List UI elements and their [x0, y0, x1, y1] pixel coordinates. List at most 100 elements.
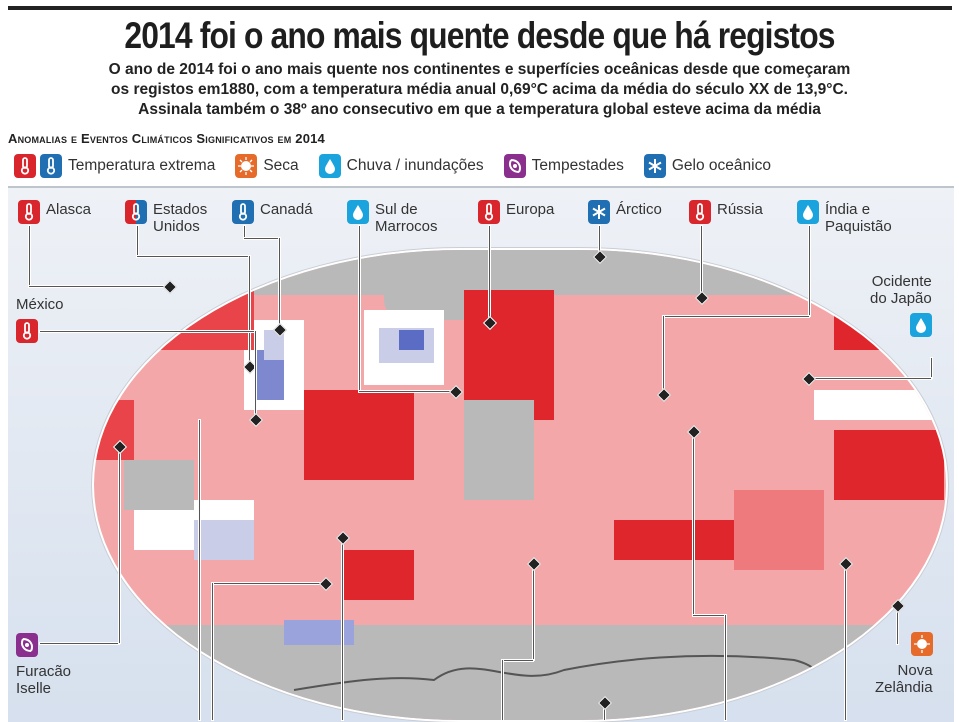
- callout-russia[interactable]: Rússia: [689, 200, 763, 224]
- leader-line-canada-h: [244, 238, 279, 239]
- callout-india-paquistao[interactable]: Índia e Paquistão: [797, 200, 892, 235]
- legend-label: Chuva / inundações: [346, 157, 484, 174]
- leader-line-marrocos-h: [359, 391, 455, 392]
- leader-line-eua-h: [137, 256, 249, 257]
- leader-line-south-africa: [533, 563, 534, 660]
- leader-line-mexico-v: [255, 331, 256, 419]
- leader-line-canada-v: [279, 238, 280, 328]
- leader-line-alasca-h: [29, 286, 169, 287]
- leader-line-marrocos: [359, 226, 360, 391]
- leader-line-argentina-v: [212, 583, 213, 720]
- callout-label: Paquistão: [825, 218, 892, 235]
- snowflake-icon: [643, 154, 666, 178]
- leader-line-iselle-v: [119, 445, 120, 643]
- callout-artico[interactable]: Árctico: [588, 200, 662, 224]
- leader-line-south-africa-v: [502, 660, 503, 720]
- leader-line-eua: [137, 226, 138, 256]
- leader-line-antarctica: [604, 702, 605, 720]
- leader-line-japao-h: [808, 378, 931, 379]
- antarctic-no-data: [94, 625, 946, 720]
- callout-label: Rússia: [717, 201, 763, 218]
- antarctica-outline: [293, 654, 819, 696]
- leader-line-artico: [599, 226, 600, 256]
- pacific-cool: [194, 520, 254, 560]
- legend-item-temperature: Temperatura extrema: [14, 154, 215, 178]
- legend-label: Tempestades: [531, 157, 624, 174]
- legend-label: Temperatura extrema: [68, 157, 216, 174]
- callout-label: Europa: [506, 201, 555, 218]
- callout-canada[interactable]: Canadá: [232, 200, 313, 224]
- callout-estados-unidos[interactable]: Estados Unidos: [125, 200, 207, 235]
- subtitle: O ano de 2014 foi o ano mais quente nos …: [0, 60, 959, 120]
- thermometer-icon: [16, 319, 38, 343]
- page-title: 2014 foi o ano mais quente desde que há …: [124, 15, 835, 56]
- callout-label: Árctico: [616, 201, 662, 218]
- leader-line-south-africa-h: [502, 660, 533, 661]
- europe-strong-warm: [464, 290, 554, 420]
- thermometer-cold-icon: [232, 200, 254, 224]
- africa-no-data: [464, 400, 534, 500]
- leader-line-mexico: [40, 331, 255, 332]
- leader-line-canada: [244, 226, 245, 238]
- na-cool: [264, 330, 284, 360]
- australia-warm: [734, 490, 824, 570]
- leader-line-japao: [931, 358, 932, 378]
- leader-line-bangladesh: [693, 430, 694, 615]
- thermometer-icon: [14, 154, 36, 178]
- alaska-warm: [154, 290, 254, 350]
- sun-drought-icon: [235, 154, 258, 178]
- raindrop-icon: [318, 154, 341, 178]
- callout-label: Ocidente: [871, 273, 932, 290]
- leader-line-india-v: [663, 316, 664, 394]
- callout-label: do Japão: [870, 290, 932, 307]
- top-rule: [8, 6, 952, 10]
- callout-label: Marrocos: [375, 218, 438, 235]
- callout-label: Unidos: [153, 218, 200, 235]
- leader-line-bangladesh-h: [693, 615, 725, 616]
- leader-line-eua-v: [249, 256, 250, 366]
- leader-line-europa: [489, 226, 490, 321]
- legend-item-drought: Seca: [235, 154, 299, 178]
- leader-line-russia: [701, 226, 702, 296]
- callout-nova-zelandia[interactable]: Nova Zelândia: [875, 632, 933, 696]
- subtitle-line-1: O ano de 2014 foi o ano mais quente nos …: [108, 61, 851, 78]
- hurricane-icon: [503, 154, 526, 178]
- leader-line-bottom-2: [342, 536, 343, 720]
- callout-sul-de-marrocos[interactable]: Sul de Marrocos: [347, 200, 438, 235]
- japan-neutral: [814, 390, 944, 420]
- callout-alasca[interactable]: Alasca: [18, 200, 91, 224]
- legend-label: Gelo oceânico: [671, 157, 771, 174]
- world-temperature-anomaly-map: [92, 248, 948, 722]
- callout-label: Alasca: [46, 201, 92, 218]
- legend-item-sea-ice: Gelo oceânico: [643, 154, 771, 178]
- atlantic-strong-warm: [304, 390, 414, 480]
- thermometer-icon: [689, 200, 711, 224]
- leader-line-bangladesh-v: [725, 615, 726, 720]
- callout-label: Zelândia: [875, 679, 933, 696]
- south-atlantic-warm: [344, 550, 414, 600]
- leader-line-alasca: [29, 226, 30, 286]
- legend-section-label: Anomalias e Eventos Climáticos Significa…: [8, 131, 325, 146]
- leader-line-australia: [845, 563, 846, 720]
- leader-line-iselle: [40, 643, 119, 644]
- callout-europa[interactable]: Europa: [478, 200, 554, 224]
- callout-label: Índia e: [825, 201, 871, 218]
- callout-label: Iselle: [16, 680, 52, 697]
- thermometer-mixed-icon: [125, 200, 147, 224]
- arctic-no-data: [94, 250, 946, 295]
- callout-furacao-iselle[interactable]: Furacão Iselle: [16, 633, 71, 697]
- legend-item-rain: Chuva / inundações: [318, 154, 484, 178]
- leader-line-india-h: [663, 316, 809, 317]
- legend-label: Seca: [263, 157, 299, 174]
- pacific-no-data: [124, 460, 194, 510]
- leader-line-nz: [897, 604, 898, 644]
- thermometer-icon: [478, 200, 500, 224]
- callout-ocidente-japao[interactable]: Ocidente do Japão: [870, 273, 932, 337]
- leader-line-argentina-h: [212, 583, 325, 584]
- legend: Temperatura extrema Seca Chuva / inundaç…: [14, 152, 791, 180]
- callout-mexico[interactable]: México: [16, 296, 64, 343]
- indian-ocean-warm: [614, 520, 744, 560]
- callout-label: Sul de: [375, 201, 418, 218]
- leader-line-india: [809, 226, 810, 316]
- thermometer-icon: [18, 200, 40, 224]
